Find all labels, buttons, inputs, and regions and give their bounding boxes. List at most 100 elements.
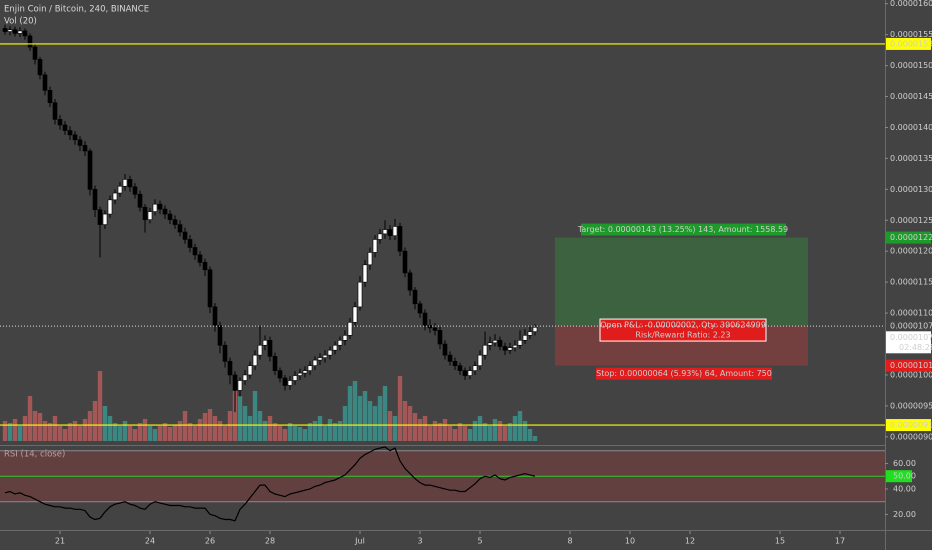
pnl-box: [599, 318, 767, 342]
rsi-line: [4, 446, 536, 522]
volume-bar: [372, 406, 378, 441]
candle-body: [522, 335, 528, 341]
candle-body: [437, 330, 443, 345]
target-zone: [555, 237, 808, 327]
candle-body: [347, 322, 353, 336]
volume-bar: [152, 429, 158, 441]
volume-bar: [487, 426, 493, 441]
x-tick-label: Jul: [354, 537, 365, 546]
candle-body: [227, 361, 233, 376]
candle-body: [67, 130, 73, 136]
level-label-box: [886, 37, 931, 50]
candle-body: [277, 370, 283, 379]
candle-body: [327, 349, 333, 356]
candle-body: [177, 224, 183, 233]
candle-body: [127, 179, 133, 188]
volume-bar: [502, 426, 508, 441]
volume-bar: [32, 411, 38, 441]
candle-body: [32, 46, 38, 60]
x-tick-label: 15: [775, 537, 785, 546]
volume-bar: [392, 416, 398, 441]
candle-body: [137, 193, 143, 208]
candle-body: [447, 354, 453, 362]
volume-bar: [47, 423, 53, 441]
candle-body: [507, 347, 513, 351]
volume-bar: [357, 396, 363, 441]
volume-bar: [412, 413, 418, 441]
volume-bar: [362, 391, 368, 441]
candle-body: [167, 213, 173, 220]
x-tick-label: 24: [145, 537, 155, 546]
rsi-label: RSI (14, close): [4, 450, 65, 460]
candle-body: [387, 229, 393, 237]
volume-bar: [377, 396, 383, 441]
volume-bar: [137, 423, 143, 441]
last-price-box: [886, 320, 931, 333]
volume-bar: [332, 423, 338, 441]
candle-body: [157, 203, 163, 210]
candle-body: [257, 344, 263, 356]
candle-body: [7, 29, 13, 32]
volume-bar: [427, 426, 433, 441]
x-tick-label: 10: [625, 537, 635, 546]
volume-bar: [492, 419, 498, 441]
candle-body: [122, 179, 128, 187]
volume-bar: [227, 411, 233, 441]
volume-bar: [272, 423, 278, 441]
candle-body: [187, 239, 193, 248]
volume-bar: [67, 423, 73, 441]
volume-bar: [7, 423, 13, 441]
volume-bar: [187, 423, 193, 441]
candle-body: [77, 139, 83, 146]
candle-body: [72, 134, 78, 141]
volume-bar: [17, 426, 23, 441]
candle-body: [247, 365, 253, 376]
candle-body: [87, 150, 93, 190]
volume-bar: [517, 411, 523, 441]
volume-bar: [87, 411, 93, 441]
candle-body: [282, 377, 288, 386]
volume-bar: [237, 396, 243, 441]
volume-bar: [37, 413, 43, 441]
volume-bar: [202, 413, 208, 441]
volume-bar: [297, 427, 303, 441]
volume-bar: [142, 419, 148, 441]
volume-bar: [382, 386, 388, 441]
last-price-label: 0.00001079: [890, 322, 932, 331]
volume-bar: [462, 426, 468, 441]
volume-bar: [92, 401, 98, 441]
candle-body: [307, 365, 313, 371]
volume-bar: [157, 426, 163, 441]
volume-bar: [322, 426, 328, 441]
candle-body: [147, 211, 153, 220]
volume-bar: [107, 416, 113, 441]
candle-body: [337, 339, 343, 346]
rsi-last-box: [886, 470, 912, 483]
candle-body: [237, 380, 243, 391]
level-label: 0.00000919: [890, 421, 932, 430]
volume-bar: [497, 421, 503, 441]
candle-body: [152, 203, 158, 212]
volume-bar: [522, 421, 528, 441]
volume-bar: [212, 416, 218, 441]
volume-bar: [22, 416, 28, 441]
volume-bar: [532, 436, 538, 441]
volume-bar: [12, 419, 18, 441]
volume-bar: [327, 419, 333, 441]
volume-bar: [402, 401, 408, 441]
candle-body: [332, 344, 338, 351]
candle-body: [92, 189, 98, 211]
candle-body: [312, 359, 318, 366]
volume-bar: [77, 426, 83, 441]
volume-bar: [472, 421, 478, 441]
volume-bar: [217, 421, 223, 441]
volume-bar: [337, 421, 343, 441]
volume-bar: [317, 416, 323, 441]
candle-body: [272, 356, 278, 371]
